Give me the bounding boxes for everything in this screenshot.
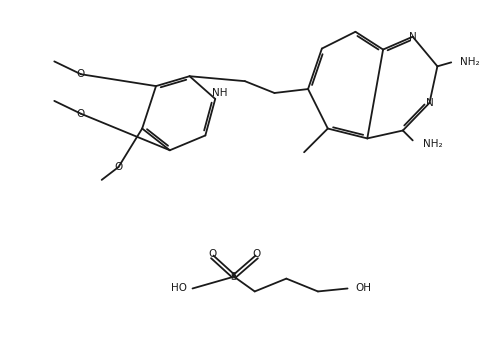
Text: O: O bbox=[208, 249, 216, 259]
Text: O: O bbox=[253, 249, 261, 259]
Text: HO: HO bbox=[171, 283, 187, 294]
Text: N: N bbox=[426, 98, 433, 108]
Text: NH₂: NH₂ bbox=[423, 139, 442, 149]
Text: O: O bbox=[77, 69, 85, 79]
Text: NH₂: NH₂ bbox=[460, 57, 480, 68]
Text: S: S bbox=[231, 272, 237, 282]
Text: NH: NH bbox=[213, 88, 228, 98]
Text: O: O bbox=[114, 162, 122, 172]
Text: O: O bbox=[77, 109, 85, 119]
Text: N: N bbox=[409, 32, 416, 42]
Text: OH: OH bbox=[355, 283, 372, 294]
